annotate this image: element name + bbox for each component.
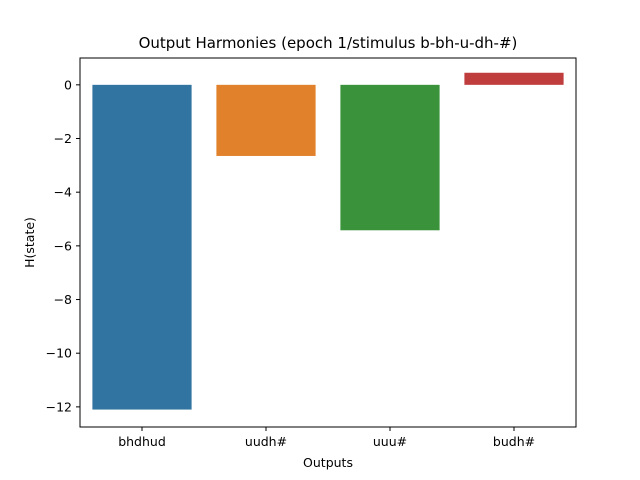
chart-title: Output Harmonies (epoch 1/stimulus b-bh-… (139, 34, 518, 52)
y-tick-label: −8 (54, 292, 72, 307)
x-axis: bhdhud uudh# uuu# budh# (118, 427, 535, 449)
bar-budh# (464, 72, 564, 85)
x-tick-label: uuu# (373, 434, 407, 449)
plot-frame (79, 57, 577, 428)
y-tick-label: −2 (54, 131, 72, 146)
y-tick-label: −6 (54, 238, 72, 253)
bar-uuu# (340, 84, 440, 231)
x-tick-label: uudh# (245, 434, 287, 449)
bar-uudh# (216, 84, 316, 156)
bars-group (92, 72, 564, 410)
y-axis-label: H(state) (22, 217, 37, 268)
x-axis-label: Outputs (303, 455, 353, 470)
y-tick-label: −4 (54, 185, 72, 200)
x-tick-label: bhdhud (118, 434, 166, 449)
y-axis: 0 −2 −4 −6 −8 −10 −12 (46, 77, 80, 414)
y-tick-label: −10 (46, 346, 72, 361)
x-tick-label: budh# (493, 434, 535, 449)
y-tick-label: 0 (64, 77, 72, 92)
bar-bhdhud (92, 84, 192, 410)
y-tick-label: −12 (46, 399, 72, 414)
